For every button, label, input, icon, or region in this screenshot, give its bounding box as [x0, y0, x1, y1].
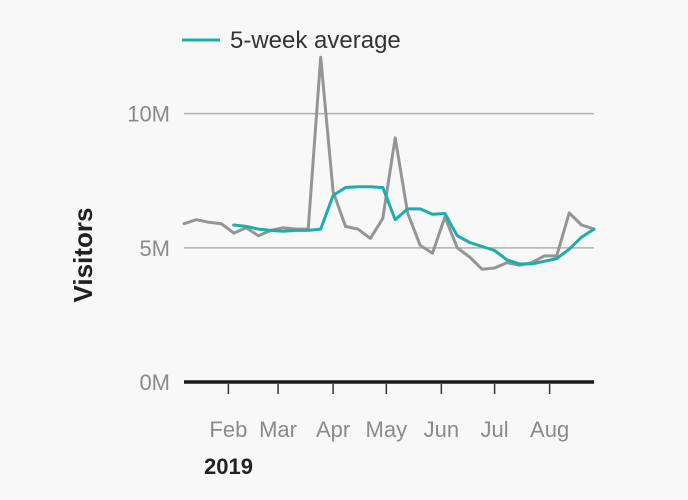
y-tick-label: 5M	[139, 236, 170, 261]
legend-label-average: 5-week average	[230, 27, 401, 54]
y-axis-label: Visitors	[68, 208, 98, 303]
x-tick-label: Jul	[481, 417, 509, 442]
x-tick-label: Feb	[209, 417, 247, 442]
x-axis-year-label: 2019	[204, 454, 253, 479]
y-tick-label: 10M	[127, 102, 170, 127]
x-tick-label: Jun	[424, 417, 459, 442]
x-axis-ticks: Feb Mar Apr May Jun Jul Aug	[209, 384, 569, 442]
x-tick-label: Mar	[259, 417, 297, 442]
x-tick-label: Apr	[316, 417, 350, 442]
series-line-average	[232, 185, 596, 266]
x-tick-label: May	[366, 417, 408, 442]
series	[182, 55, 596, 271]
x-tick-label: Aug	[530, 417, 569, 442]
gridlines	[184, 112, 594, 249]
legend: 5-week average	[182, 27, 401, 54]
y-tick-label: 0M	[139, 370, 170, 395]
series-line-weekly	[182, 55, 596, 271]
y-axis-ticks: 0M 5M 10M	[127, 102, 170, 395]
